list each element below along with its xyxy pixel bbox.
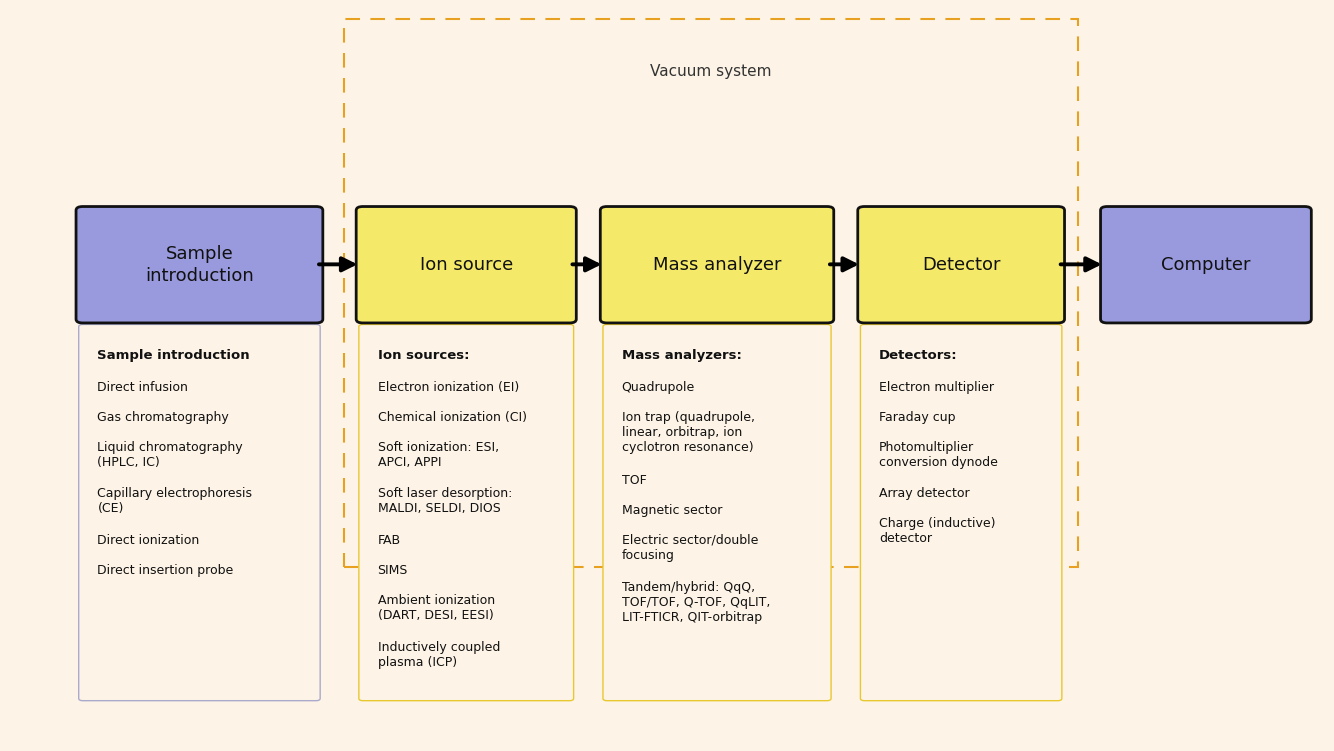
Text: Sample
introduction: Sample introduction: [145, 245, 253, 285]
Text: Mass analyzer: Mass analyzer: [652, 256, 782, 273]
Text: Sample introduction: Sample introduction: [97, 349, 249, 362]
Text: Detectors:: Detectors:: [879, 349, 958, 362]
Text: Chemical ionization (CI): Chemical ionization (CI): [378, 411, 527, 424]
Text: Electron ionization (EI): Electron ionization (EI): [378, 381, 519, 394]
Text: Soft laser desorption:
MALDI, SELDI, DIOS: Soft laser desorption: MALDI, SELDI, DIO…: [378, 487, 512, 515]
Text: Magnetic sector: Magnetic sector: [622, 504, 722, 517]
Text: Liquid chromatography
(HPLC, IC): Liquid chromatography (HPLC, IC): [97, 441, 243, 469]
FancyBboxPatch shape: [359, 324, 574, 701]
Text: Ion trap (quadrupole,
linear, orbitrap, ion
cyclotron resonance): Ion trap (quadrupole, linear, orbitrap, …: [622, 411, 755, 454]
FancyBboxPatch shape: [858, 207, 1065, 323]
Text: Mass analyzers:: Mass analyzers:: [622, 349, 742, 362]
Text: Photomultiplier
conversion dynode: Photomultiplier conversion dynode: [879, 441, 998, 469]
Text: Capillary electrophoresis
(CE): Capillary electrophoresis (CE): [97, 487, 252, 515]
Text: Direct ionization: Direct ionization: [97, 534, 200, 547]
Text: Computer: Computer: [1161, 256, 1251, 273]
Text: TOF: TOF: [622, 474, 647, 487]
Text: Soft ionization: ESI,
APCI, APPI: Soft ionization: ESI, APCI, APPI: [378, 441, 499, 469]
Text: Electron multiplier: Electron multiplier: [879, 381, 994, 394]
Text: Direct insertion probe: Direct insertion probe: [97, 564, 233, 577]
Text: Inductively coupled
plasma (ICP): Inductively coupled plasma (ICP): [378, 641, 500, 668]
Text: Ion sources:: Ion sources:: [378, 349, 470, 362]
Text: Electric sector/double
focusing: Electric sector/double focusing: [622, 534, 758, 562]
Text: Direct infusion: Direct infusion: [97, 381, 188, 394]
FancyBboxPatch shape: [603, 324, 831, 701]
Text: Ion source: Ion source: [420, 256, 512, 273]
Text: Quadrupole: Quadrupole: [622, 381, 695, 394]
Text: Faraday cup: Faraday cup: [879, 411, 955, 424]
Text: SIMS: SIMS: [378, 564, 408, 577]
Text: Charge (inductive)
detector: Charge (inductive) detector: [879, 517, 995, 545]
Text: FAB: FAB: [378, 534, 400, 547]
Text: Vacuum system: Vacuum system: [650, 64, 772, 79]
FancyBboxPatch shape: [79, 324, 320, 701]
FancyBboxPatch shape: [1101, 207, 1311, 323]
Text: Ambient ionization
(DART, DESI, EESI): Ambient ionization (DART, DESI, EESI): [378, 594, 495, 622]
FancyBboxPatch shape: [356, 207, 576, 323]
FancyBboxPatch shape: [76, 207, 323, 323]
Text: Gas chromatography: Gas chromatography: [97, 411, 229, 424]
FancyBboxPatch shape: [860, 324, 1062, 701]
Text: Array detector: Array detector: [879, 487, 970, 500]
Text: Tandem/hybrid: QqQ,
TOF/TOF, Q-TOF, QqLIT,
LIT-FTICR, QIT-orbitrap: Tandem/hybrid: QqQ, TOF/TOF, Q-TOF, QqLI…: [622, 581, 770, 623]
FancyBboxPatch shape: [600, 207, 834, 323]
Text: Detector: Detector: [922, 256, 1000, 273]
